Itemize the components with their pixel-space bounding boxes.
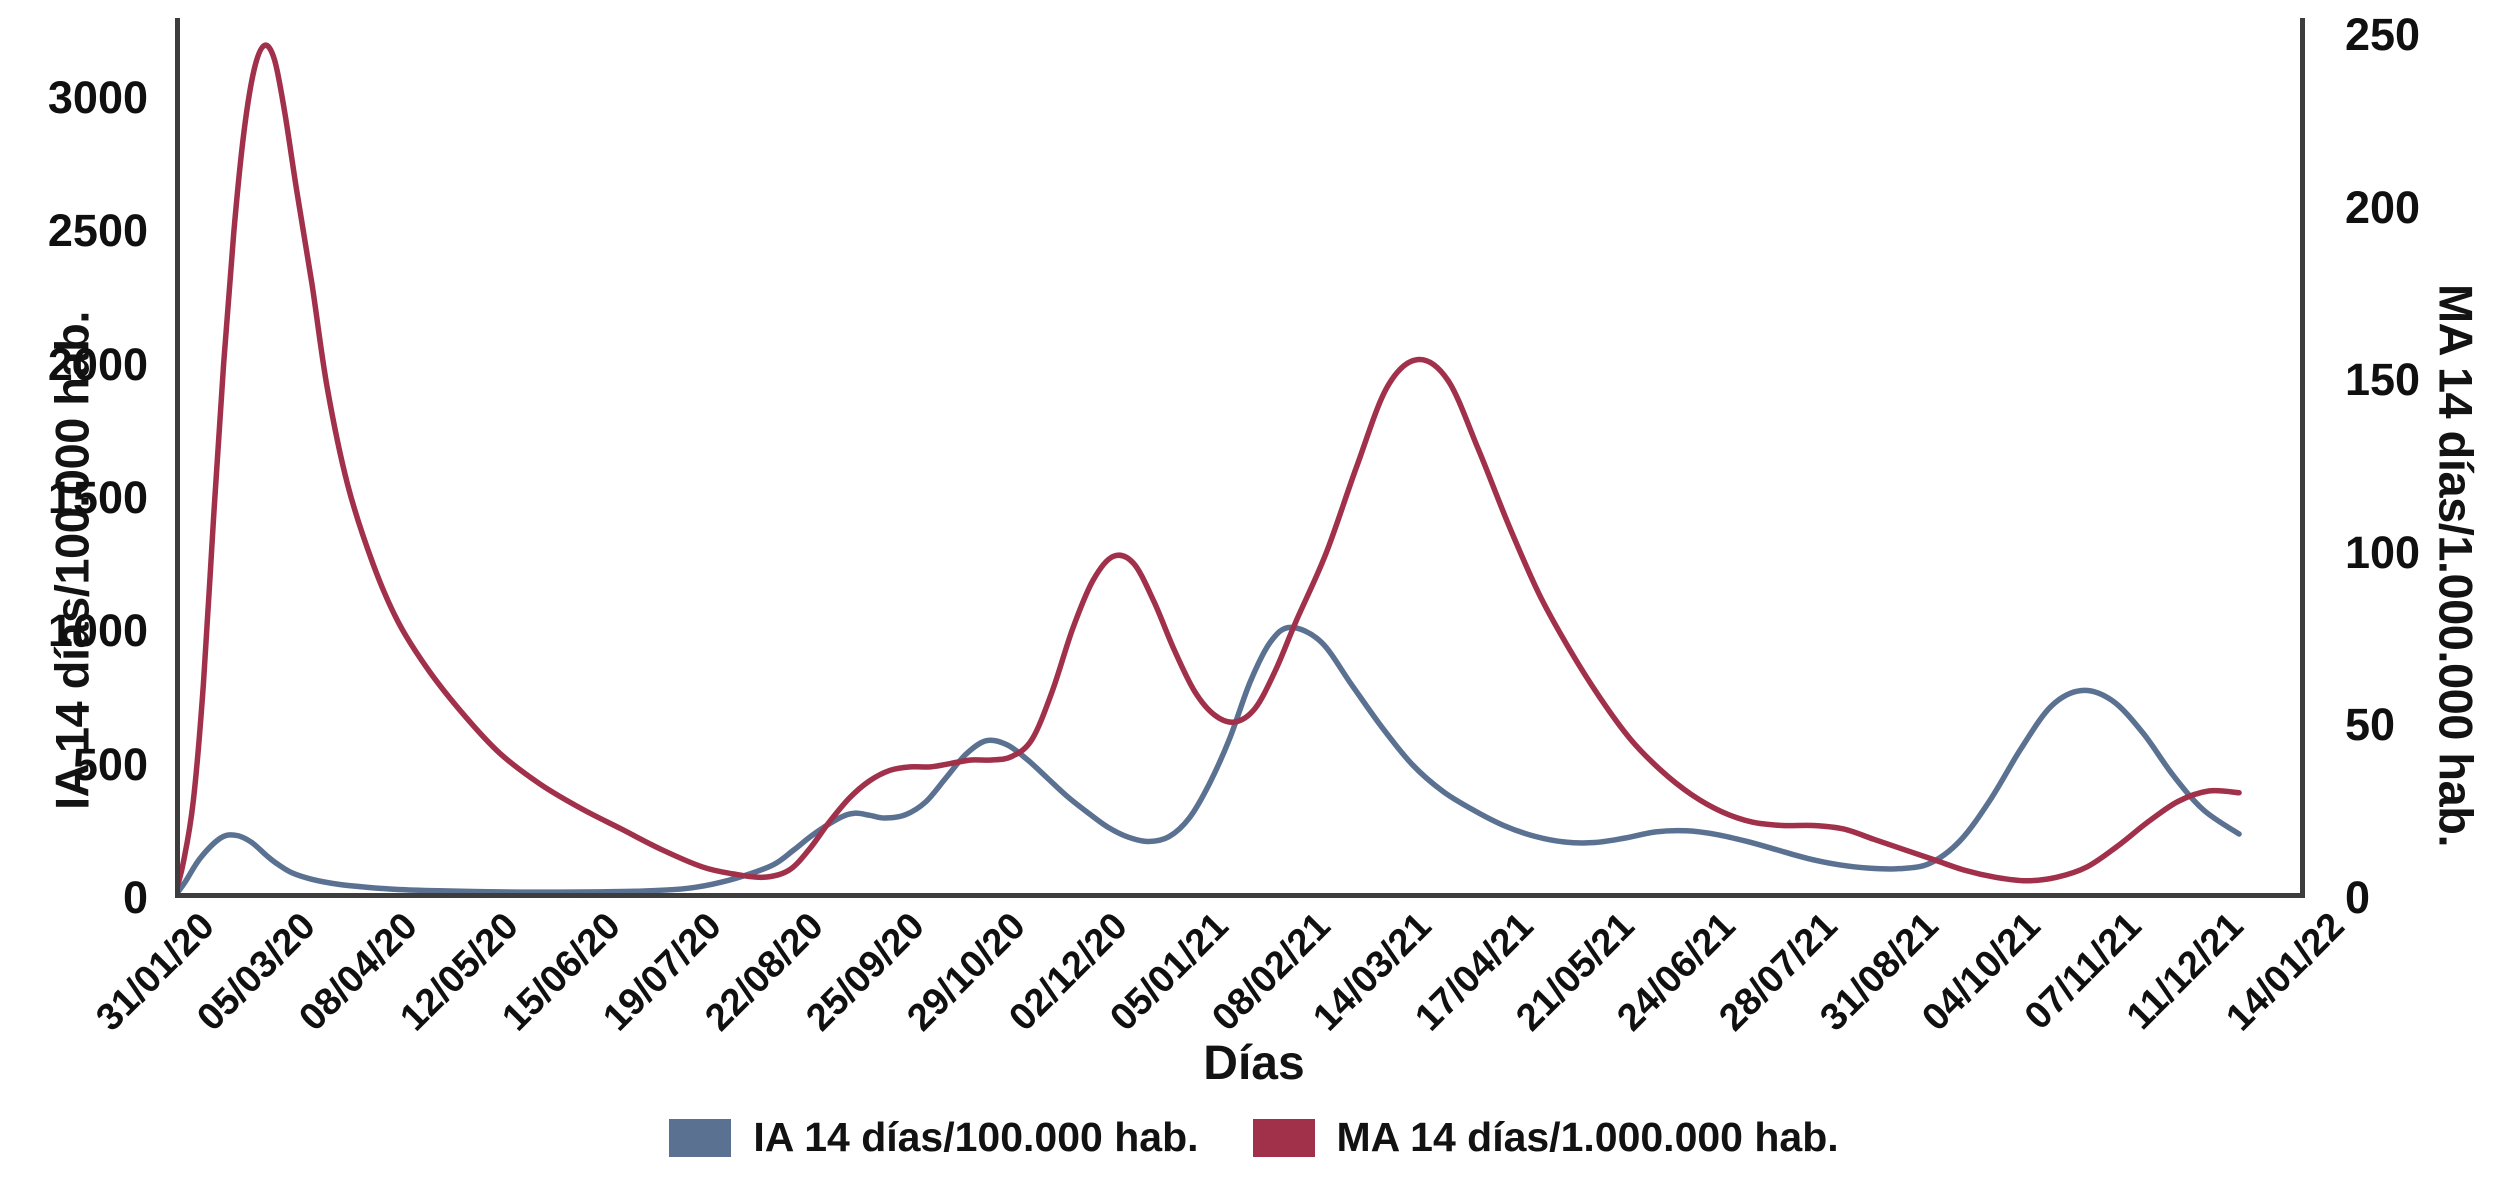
y-tick-label-left-1: 500 — [72, 738, 148, 790]
legend-item-2[interactable]: MA 14 días/1.000.000 hab. — [1252, 1114, 1839, 1161]
y-tick-label-left-6: 3000 — [47, 72, 148, 123]
legend-item-1[interactable]: IA 14 días/100.000 hab. — [669, 1114, 1199, 1161]
legend-swatch-icon-1 — [669, 1118, 732, 1157]
y-tick-label-right-3: 150 — [2345, 354, 2421, 406]
plot-svg — [175, 18, 2305, 898]
y-tick-label-right-4: 200 — [2345, 181, 2421, 233]
y-tick-label-left-5: 2500 — [47, 205, 148, 257]
y-tick-label-left-2: 1000 — [47, 605, 148, 657]
y-tick-label-right-5: 250 — [2345, 9, 2421, 61]
legend-label-2: MA 14 días/1.000.000 hab. — [1336, 1114, 1839, 1160]
series-layer — [175, 42, 2242, 898]
legend-swatch-icon-2 — [1252, 1118, 1315, 1157]
y-tick-label-right-1: 50 — [2345, 699, 2396, 751]
x-axis-title: Días — [1203, 1037, 1305, 1090]
y-tick-label-left-3: 1500 — [47, 472, 148, 523]
y-tick-label-left-0: 0 — [122, 872, 148, 923]
chart-legend: IA 14 días/100.000 hab. MA 14 días/1.000.… — [0, 1114, 2508, 1161]
legend-label-1: IA 14 días/100.000 hab. — [753, 1114, 1199, 1160]
y-tick-label-right-2: 100 — [2345, 526, 2421, 578]
y-tick-label-right-0: 0 — [2345, 872, 2371, 923]
series-line-1 — [175, 624, 2242, 898]
axes-layer — [175, 18, 2305, 898]
series-line-2 — [175, 42, 2242, 898]
plot-area — [175, 18, 2305, 898]
y-tick-label-left-4: 2000 — [47, 338, 148, 390]
